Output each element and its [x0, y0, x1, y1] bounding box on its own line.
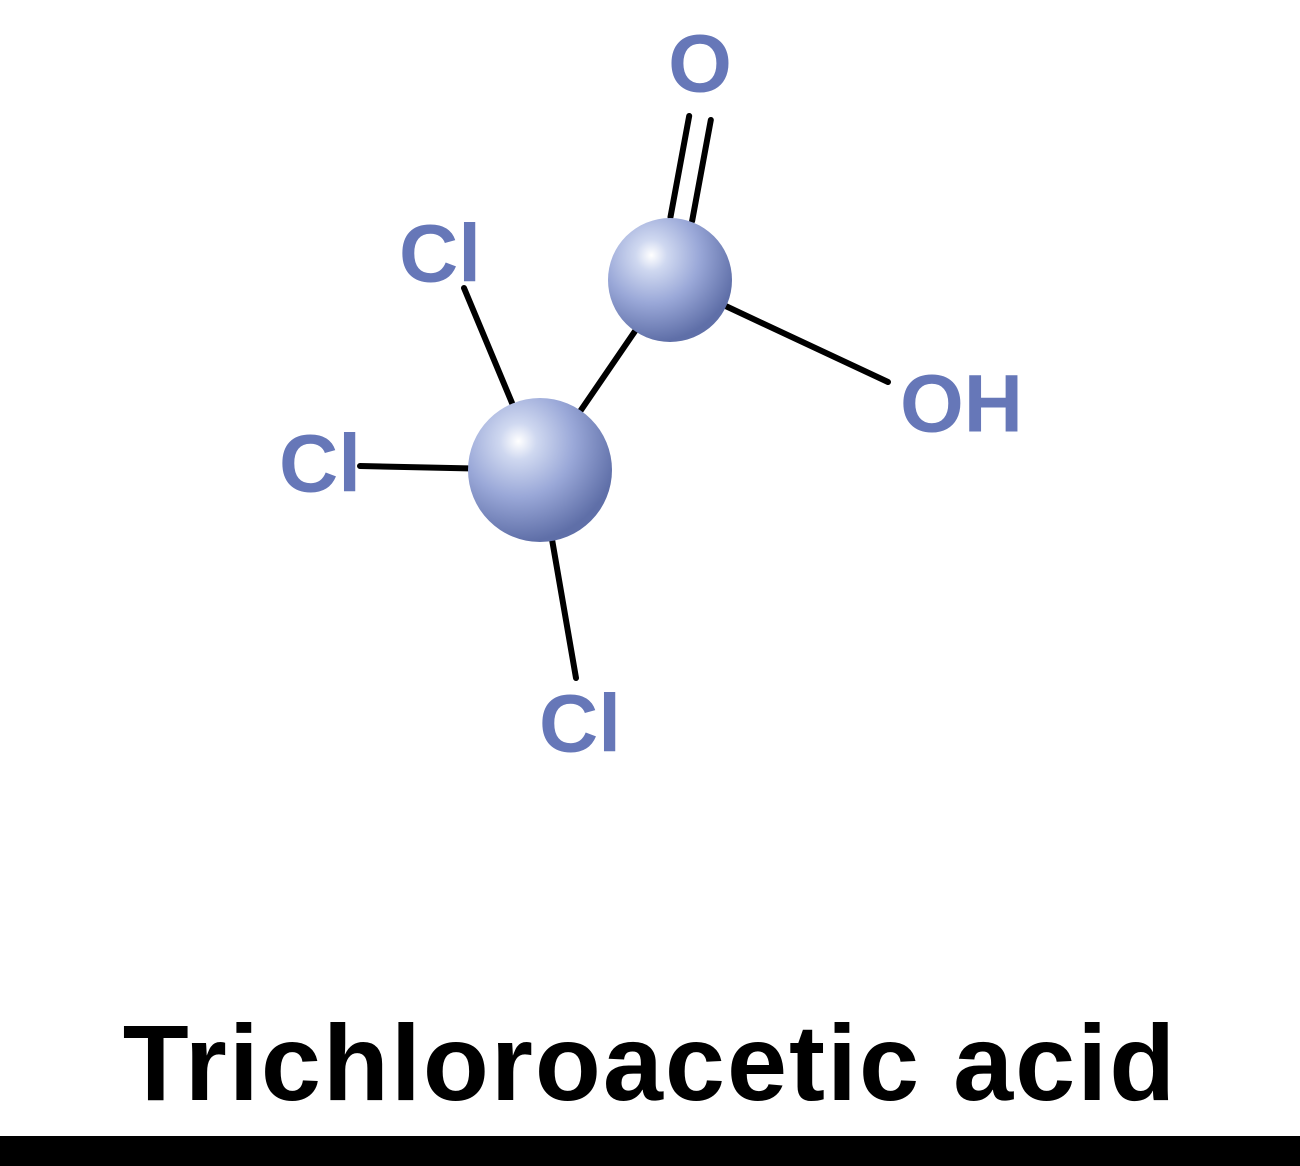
bond — [360, 466, 468, 468]
bond — [726, 306, 888, 382]
compound-title: Trichloroacetic acid — [0, 1000, 1300, 1125]
atoms-layer: O OH Cl Cl Cl — [279, 19, 1023, 770]
bottom-bar — [0, 1136, 1300, 1166]
atom-label: Cl — [539, 679, 621, 770]
atom-label: O — [668, 19, 732, 110]
atom-label: OH — [900, 359, 1023, 450]
bond — [581, 331, 635, 410]
atom-label: Cl — [399, 209, 481, 300]
atom-sphere — [468, 398, 612, 542]
atom-sphere — [608, 218, 732, 342]
molecule-diagram: O OH Cl Cl Cl — [0, 0, 1300, 1166]
bond — [552, 541, 576, 678]
bonds-layer — [360, 116, 888, 678]
atom-label: Cl — [279, 419, 361, 510]
bond — [464, 288, 512, 404]
stage: O OH Cl Cl Cl Trichloroacetic acid — [0, 0, 1300, 1166]
bond — [692, 120, 711, 221]
bond — [670, 116, 689, 217]
